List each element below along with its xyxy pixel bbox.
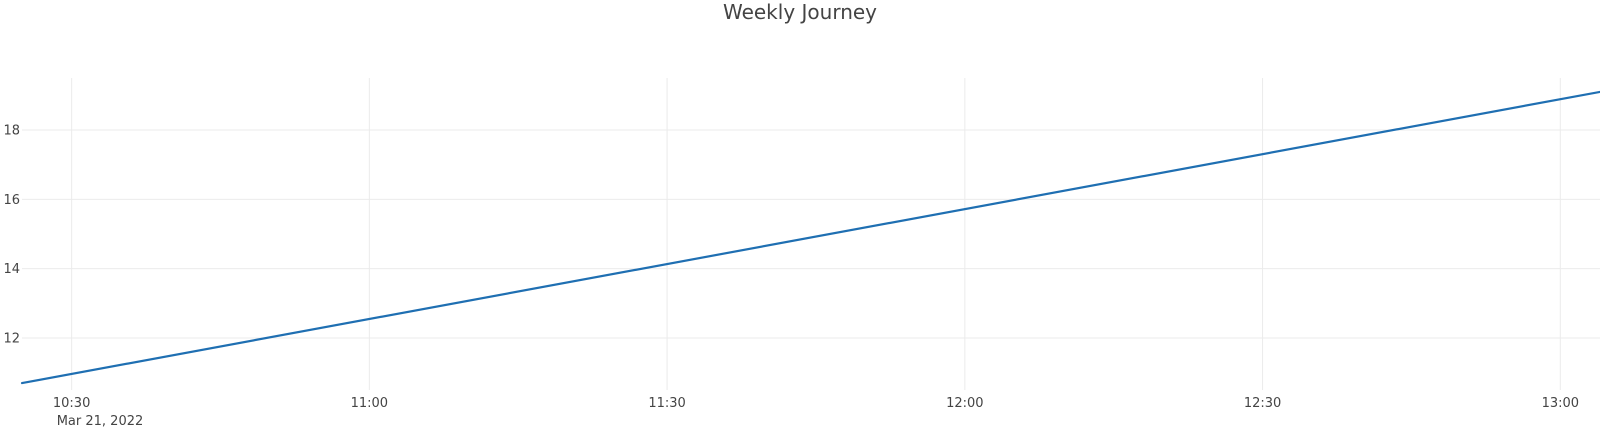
x-axis-date-label: Mar 21, 2022 [57, 414, 144, 429]
x-tick-label: 10:30 [53, 396, 90, 411]
series-layer [20, 90, 1600, 385]
grid-layer [22, 78, 1600, 390]
x-tick-label: 11:30 [648, 396, 685, 411]
y-tick-label: 14 [3, 262, 20, 277]
x-tick-label: 12:30 [1244, 396, 1281, 411]
y-tick-label: 16 [3, 193, 20, 208]
axis-layer: 10:30 11:00 11:30 12:00 12:30 13:00 12 14 16 18 [3, 124, 1579, 412]
x-tick-label: 13:00 [1542, 396, 1579, 411]
y-tick-label: 18 [3, 124, 20, 139]
y-tick-label: 12 [3, 332, 20, 347]
x-tick-label: 11:00 [351, 396, 388, 411]
series-line [20, 90, 1600, 385]
x-tick-label: 12:00 [946, 396, 983, 411]
chart-title: Weekly Journey [723, 0, 877, 24]
